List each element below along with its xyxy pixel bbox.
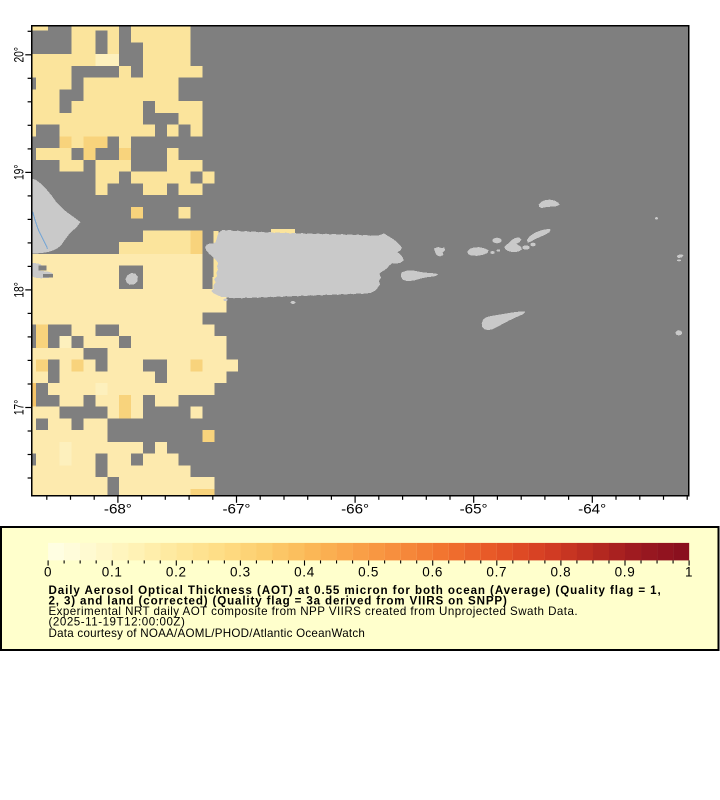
svg-text:-68°: -68° xyxy=(104,501,132,517)
svg-text:17°: 17° xyxy=(10,400,26,416)
svg-text:(2025-11-19T12:00:00Z): (2025-11-19T12:00:00Z) xyxy=(49,616,186,629)
svg-text:19°: 19° xyxy=(10,165,26,181)
svg-text:1: 1 xyxy=(685,565,693,580)
svg-text:-65°: -65° xyxy=(460,501,488,517)
svg-text:Experimental NRT daily AOT com: Experimental NRT daily AOT composite fro… xyxy=(49,605,579,618)
svg-text:0.4: 0.4 xyxy=(294,565,315,580)
svg-text:Data courtesy of NOAA/AOML/PHO: Data courtesy of NOAA/AOML/PHOD/Atlantic… xyxy=(49,627,366,640)
svg-text:0.3: 0.3 xyxy=(230,565,251,580)
svg-text:20°: 20° xyxy=(10,47,26,63)
svg-text:-66°: -66° xyxy=(341,501,369,517)
svg-text:-64°: -64° xyxy=(578,501,606,517)
svg-text:0.5: 0.5 xyxy=(358,565,379,580)
svg-text:2, 3) and land (corrected) (Qu: 2, 3) and land (corrected) (Quality flag… xyxy=(49,594,508,607)
svg-text:-67°: -67° xyxy=(223,501,251,517)
svg-text:0.1: 0.1 xyxy=(102,565,123,580)
svg-text:0.6: 0.6 xyxy=(422,565,443,580)
svg-text:0: 0 xyxy=(44,565,52,580)
svg-text:18°: 18° xyxy=(10,282,26,298)
svg-text:0.7: 0.7 xyxy=(486,565,507,580)
svg-text:0.9: 0.9 xyxy=(615,565,636,580)
svg-text:0.8: 0.8 xyxy=(550,565,571,580)
svg-text:0.2: 0.2 xyxy=(166,565,187,580)
svg-text:Daily Aerosol Optical Thicknes: Daily Aerosol Optical Thickness (AOT) at… xyxy=(49,584,662,597)
